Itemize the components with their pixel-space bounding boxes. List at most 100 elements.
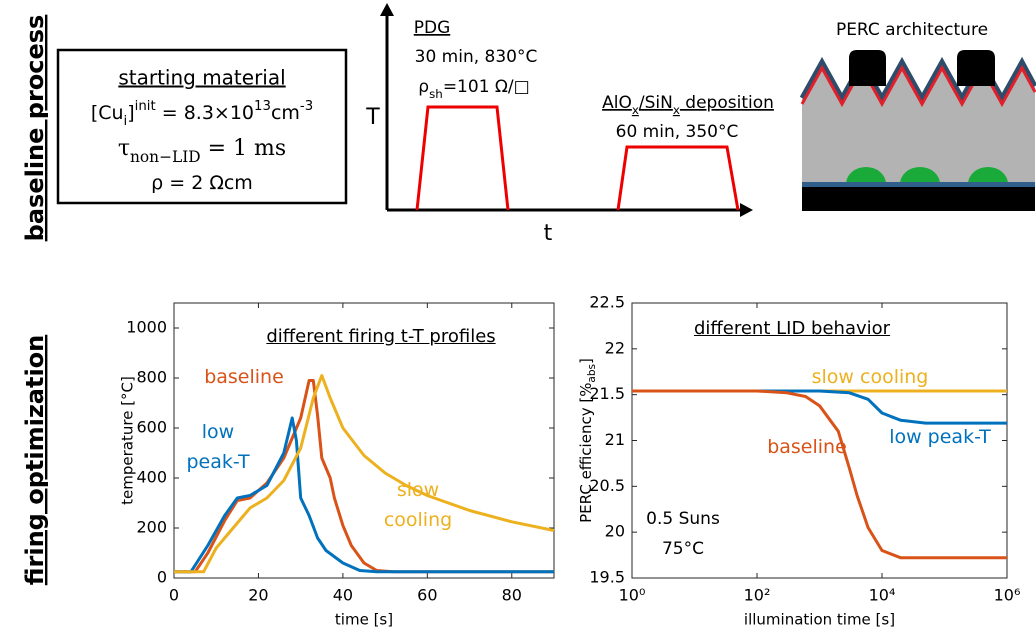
- text-part: τ: [118, 136, 130, 161]
- text-part: -3: [300, 99, 313, 114]
- arrow-head: [740, 203, 753, 217]
- x-tick-label: 10⁴: [869, 586, 896, 605]
- row-label: baseline process: [21, 15, 49, 242]
- chart-title: different firing t-T profiles: [266, 326, 496, 347]
- series-line: [632, 389, 1007, 425]
- plot-area: [173, 302, 555, 579]
- series-label: low peak-T: [186, 421, 250, 473]
- text-part: init: [135, 99, 156, 114]
- perc-emitter: [800, 64, 1036, 108]
- perc-coating: [799, 56, 1036, 104]
- text-part: /SiN: [639, 93, 673, 113]
- perc-diagram: [799, 50, 1036, 211]
- perc-contact: [900, 167, 940, 184]
- x-tick-label: 10⁶: [994, 586, 1021, 605]
- text-part: = 8.3×10: [156, 102, 254, 124]
- y-tick-label: 20.5: [589, 476, 625, 495]
- series-label: low peak-T: [889, 426, 991, 448]
- series-line: [174, 416, 554, 574]
- y-axis-label: temperature [°C]: [119, 376, 137, 505]
- text-part: 13: [254, 99, 271, 114]
- x-tick-label: 10⁰: [619, 586, 646, 605]
- axis-label: t: [544, 221, 553, 246]
- step-name: PDG: [414, 18, 451, 38]
- text-part: ρ: [418, 77, 429, 97]
- y-tick-label: 0: [157, 568, 167, 587]
- text-part: sh: [429, 87, 443, 101]
- perc-rear: [802, 187, 1035, 211]
- series-line: [174, 374, 555, 574]
- text-part: = 1 ms: [201, 136, 287, 161]
- text-part: ]: [127, 102, 134, 124]
- material-box: [56, 48, 348, 205]
- x-tick-label: 0: [169, 586, 179, 605]
- x-axis-label: time [s]: [335, 611, 393, 629]
- x-tick-label: 60: [417, 586, 437, 605]
- text-part: deposition: [680, 93, 774, 113]
- y-tick-label: 800: [136, 368, 167, 387]
- step-detail: ρsh=101 Ω/□: [418, 77, 529, 101]
- x-tick-label: 80: [502, 586, 522, 605]
- x-tick-label: 10²: [744, 586, 771, 605]
- series-label: baseline: [767, 436, 847, 458]
- step-name: AlOx/SiNx deposition: [602, 93, 774, 117]
- text-part: x: [632, 103, 639, 117]
- material-title: starting material: [118, 66, 285, 90]
- text-part: cm: [271, 102, 300, 124]
- text-part: AlO: [602, 93, 632, 113]
- y-tick-label: 22: [605, 338, 625, 357]
- text-part: =101 Ω/□: [443, 77, 530, 97]
- text-part: ]: [577, 358, 595, 364]
- y-tick-label: 21.5: [589, 384, 625, 403]
- material-line: [Cui]init = 8.3×1013cm-3: [91, 99, 313, 129]
- perc-passivation: [802, 182, 1035, 187]
- y-tick-label: 200: [136, 518, 167, 537]
- perc-finger: [849, 50, 886, 86]
- material-line: ρ = 2 Ωcm: [151, 172, 253, 194]
- perc-bulk: [802, 62, 1035, 186]
- text-part: x: [673, 103, 680, 117]
- perc-contact: [968, 167, 1008, 184]
- material-line: τnon−LID = 1 ms: [118, 136, 286, 166]
- step-detail: 30 min, 830°C: [415, 47, 538, 67]
- row-label: firing optimization: [21, 335, 49, 586]
- perc-contact: [846, 167, 886, 184]
- text-part: 30 min, 830°C: [415, 47, 538, 67]
- series-line: [632, 389, 1007, 560]
- series-label: baseline: [204, 366, 284, 388]
- process-step: [415, 105, 510, 211]
- y-tick-label: 600: [136, 418, 167, 437]
- perc-title: PERC architecture: [836, 20, 988, 40]
- y-tick-label: 20: [605, 522, 625, 541]
- axis-label: T: [365, 105, 380, 130]
- arrow-head: [380, 3, 394, 16]
- chart-title: different LID behavior: [693, 318, 891, 339]
- text-part: 60 min, 350°C: [616, 122, 739, 142]
- annotation: 75°C: [661, 539, 705, 559]
- y-tick-label: 1000: [126, 318, 167, 337]
- step-detail: 60 min, 350°C: [616, 122, 739, 142]
- series-label: slow cooling: [383, 479, 453, 531]
- process-step: [616, 145, 740, 211]
- y-tick-label: 400: [136, 468, 167, 487]
- y-tick-label: 19.5: [589, 568, 625, 587]
- x-tick-label: 20: [248, 586, 268, 605]
- y-axis-label: PERC efficiency [%abs]: [577, 358, 599, 523]
- y-tick-label: 21: [605, 430, 625, 449]
- text-part: PERC efficiency [%: [577, 383, 595, 523]
- text-part: [Cu: [91, 102, 124, 124]
- series-line: [174, 379, 554, 574]
- plot-area: [631, 302, 1008, 579]
- text-part: non−LID: [130, 148, 201, 166]
- series-label: slow cooling: [811, 366, 929, 388]
- x-tick-label: 40: [333, 586, 353, 605]
- y-tick-label: 22.5: [589, 293, 625, 312]
- perc-finger: [957, 50, 995, 86]
- text-part: PDG: [414, 18, 451, 38]
- annotation: 0.5 Suns: [646, 509, 720, 529]
- text-part: i: [124, 114, 128, 129]
- text-part: ρ = 2 Ωcm: [151, 172, 253, 194]
- x-axis-label: illumination time [s]: [744, 611, 895, 629]
